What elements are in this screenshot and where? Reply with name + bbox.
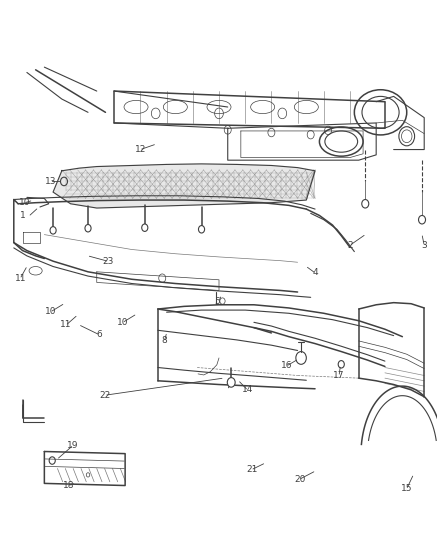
Text: 11: 11 <box>14 273 26 282</box>
Text: 5: 5 <box>214 296 220 305</box>
Text: 1: 1 <box>20 212 25 221</box>
Text: 19: 19 <box>67 441 78 450</box>
Text: 4: 4 <box>312 269 318 277</box>
Text: 16: 16 <box>281 361 293 370</box>
Circle shape <box>50 227 56 234</box>
Text: 3: 3 <box>421 241 427 250</box>
Circle shape <box>227 377 235 387</box>
Text: 21: 21 <box>246 465 258 474</box>
Text: 20: 20 <box>294 475 305 483</box>
Text: 23: 23 <box>102 257 113 265</box>
Polygon shape <box>53 164 315 208</box>
Text: 6: 6 <box>96 330 102 339</box>
Text: 17: 17 <box>333 371 345 380</box>
Text: 12: 12 <box>135 145 146 154</box>
Circle shape <box>419 215 426 224</box>
Text: 14: 14 <box>242 385 253 394</box>
Circle shape <box>85 224 91 232</box>
Text: 11: 11 <box>60 320 72 329</box>
Text: 15: 15 <box>401 484 413 493</box>
Text: 2: 2 <box>347 241 353 250</box>
Circle shape <box>362 199 369 208</box>
Text: 8: 8 <box>162 336 167 345</box>
Text: 10: 10 <box>19 198 31 207</box>
Circle shape <box>142 224 148 231</box>
Circle shape <box>198 225 205 233</box>
Text: 10: 10 <box>117 318 129 327</box>
Text: 13: 13 <box>45 177 57 186</box>
Text: 18: 18 <box>63 481 74 490</box>
Text: 10: 10 <box>45 307 57 316</box>
Text: 22: 22 <box>100 391 111 400</box>
